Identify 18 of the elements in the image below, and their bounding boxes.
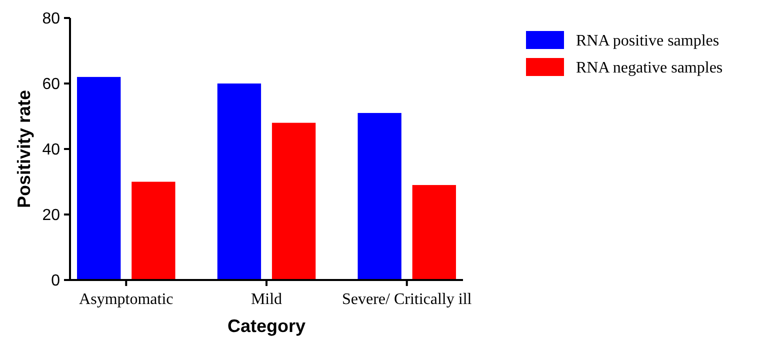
bar [77,76,121,280]
x-tick-label: Severe/ Critically ill [342,291,472,308]
bar [217,84,262,280]
legend-label: RNA negative samples [576,60,723,77]
bar [358,112,402,280]
x-axis-title: Category [227,316,306,336]
y-tick-label: 80 [42,10,60,28]
y-axis-title: Positivity rate [14,90,34,208]
bar [412,185,456,280]
x-tick-label: Asymptomatic [79,291,174,308]
bar [272,122,316,280]
bar [132,182,176,280]
y-tick-label: 60 [42,76,60,94]
y-tick-label: 20 [42,207,60,224]
y-tick-label: 0 [51,272,60,290]
x-tick-label: Mild [250,291,282,308]
y-tick-label: 40 [42,142,60,159]
legend-label: RNA positive samples [576,32,720,50]
